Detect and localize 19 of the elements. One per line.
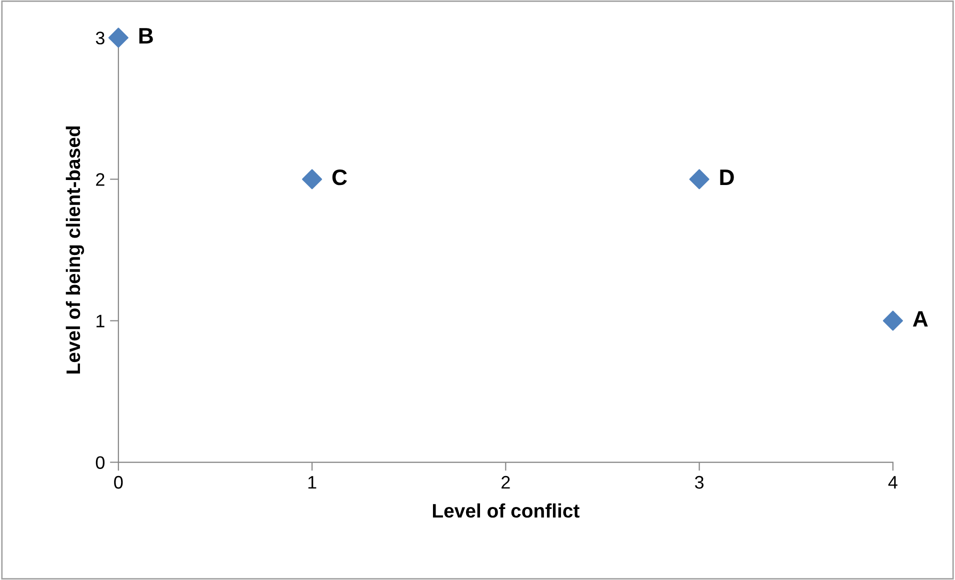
point xyxy=(882,310,903,331)
x-axis-title: Level of conflict xyxy=(432,503,580,518)
x-tick-label: 4 xyxy=(888,476,898,489)
y-tick-label: 2 xyxy=(96,173,104,186)
x-tick-label: 1 xyxy=(308,476,316,489)
point xyxy=(302,169,322,190)
annotation: B xyxy=(139,28,153,44)
y-axis-title: Level of being client-based xyxy=(66,126,84,374)
annotation: C xyxy=(332,169,347,186)
x-tick-label: 2 xyxy=(502,476,510,489)
y-tick-label: 3 xyxy=(96,32,104,44)
x-tick-label: 0 xyxy=(114,476,123,489)
point xyxy=(689,169,710,190)
y-tick-label: 0 xyxy=(96,456,105,469)
y-tick-label: 1 xyxy=(96,314,104,328)
annotation: D xyxy=(720,170,734,185)
x-tick-label: 3 xyxy=(694,476,704,489)
point xyxy=(108,28,128,48)
annotation: A xyxy=(912,311,928,326)
